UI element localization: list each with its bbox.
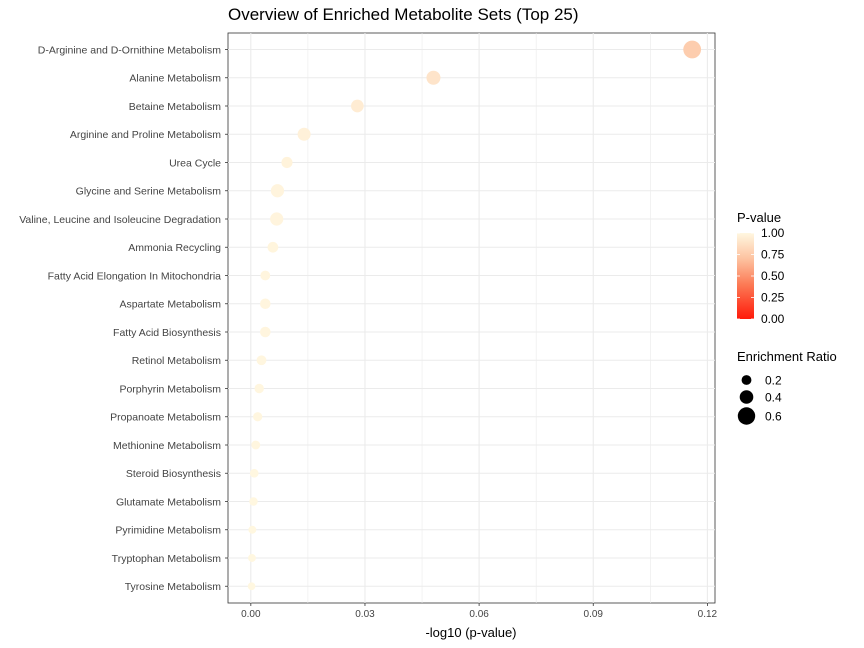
data-point bbox=[249, 497, 258, 506]
x-tick-label: 0.00 bbox=[241, 609, 261, 620]
data-point bbox=[251, 440, 261, 450]
data-point bbox=[351, 99, 364, 113]
chart-title: Overview of Enriched Metabolite Sets (To… bbox=[228, 5, 579, 24]
data-point bbox=[281, 156, 293, 169]
p-value-legend-title: P-value bbox=[737, 210, 781, 225]
data-point bbox=[249, 468, 259, 478]
y-tick-label: Propanoate Metabolism bbox=[110, 412, 221, 424]
data-point bbox=[683, 40, 702, 59]
size-legend-key bbox=[737, 407, 756, 425]
data-point bbox=[297, 127, 311, 141]
data-point bbox=[260, 298, 271, 310]
data-point bbox=[426, 70, 441, 85]
y-tick-label: D-Arginine and D-Ornithine Metabolism bbox=[38, 44, 221, 56]
size-legend-label: 0.6 bbox=[765, 410, 782, 424]
y-tick-label: Betaine Metabolism bbox=[129, 101, 221, 113]
y-tick-label: Methionine Metabolism bbox=[113, 440, 221, 452]
data-point bbox=[253, 412, 263, 422]
x-tick-label: 0.12 bbox=[698, 609, 718, 620]
y-tick-label: Porphyrin Metabolism bbox=[119, 383, 221, 395]
y-tick-label: Glycine and Serine Metabolism bbox=[76, 186, 222, 198]
y-tick-label: Glutamate Metabolism bbox=[116, 496, 221, 508]
data-point bbox=[254, 383, 264, 394]
y-tick-label: Aspartate Metabolism bbox=[119, 299, 221, 311]
size-legend-key bbox=[739, 390, 754, 404]
p-value-colorbar bbox=[737, 233, 754, 319]
x-tick-label: 0.03 bbox=[355, 609, 375, 620]
colorbar-tick-label: 0.25 bbox=[761, 291, 785, 305]
x-axis-title: -log10 (p-value) bbox=[425, 625, 516, 640]
size-legend-label: 0.4 bbox=[765, 391, 782, 405]
colorbar-tick-label: 0.00 bbox=[761, 312, 785, 326]
y-tick-label: Steroid Biosynthesis bbox=[126, 468, 221, 480]
y-tick-label: Pyrimidine Metabolism bbox=[115, 525, 221, 537]
y-tick-label: Fatty Acid Biosynthesis bbox=[113, 327, 221, 339]
colorbar-tick-label: 0.75 bbox=[761, 248, 785, 262]
data-point bbox=[256, 355, 267, 366]
y-tick-label: Tyrosine Metabolism bbox=[125, 581, 222, 593]
colorbar-tick-label: 1.00 bbox=[761, 226, 785, 240]
colorbar-tick-label: 0.50 bbox=[761, 269, 785, 283]
plot-panel bbox=[227, 32, 716, 604]
enrichment-ratio-legend-title: Enrichment Ratio bbox=[737, 349, 837, 364]
data-point bbox=[270, 184, 285, 198]
y-tick-label: Ammonia Recycling bbox=[128, 242, 221, 254]
y-tick-label: Urea Cycle bbox=[169, 157, 221, 169]
y-tick-label: Alanine Metabolism bbox=[129, 73, 221, 85]
size-legend-label: 0.2 bbox=[765, 374, 782, 388]
size-legend-key bbox=[741, 375, 752, 385]
data-point bbox=[247, 582, 256, 591]
y-tick-label: Retinol Metabolism bbox=[132, 355, 222, 367]
data-point bbox=[248, 525, 257, 534]
data-point bbox=[260, 326, 271, 338]
x-tick-label: 0.09 bbox=[584, 609, 604, 620]
y-tick-label: Arginine and Proline Metabolism bbox=[70, 129, 221, 141]
data-point bbox=[270, 212, 284, 226]
y-tick-label: Valine, Leucine and Isoleucine Degradati… bbox=[19, 214, 221, 226]
data-point bbox=[248, 554, 256, 562]
data-point bbox=[260, 270, 271, 281]
data-point bbox=[267, 241, 279, 253]
y-tick-label: Fatty Acid Elongation In Mitochondria bbox=[48, 270, 222, 282]
y-tick-label: Tryptophan Metabolism bbox=[112, 553, 222, 565]
x-tick-label: 0.06 bbox=[469, 609, 489, 620]
